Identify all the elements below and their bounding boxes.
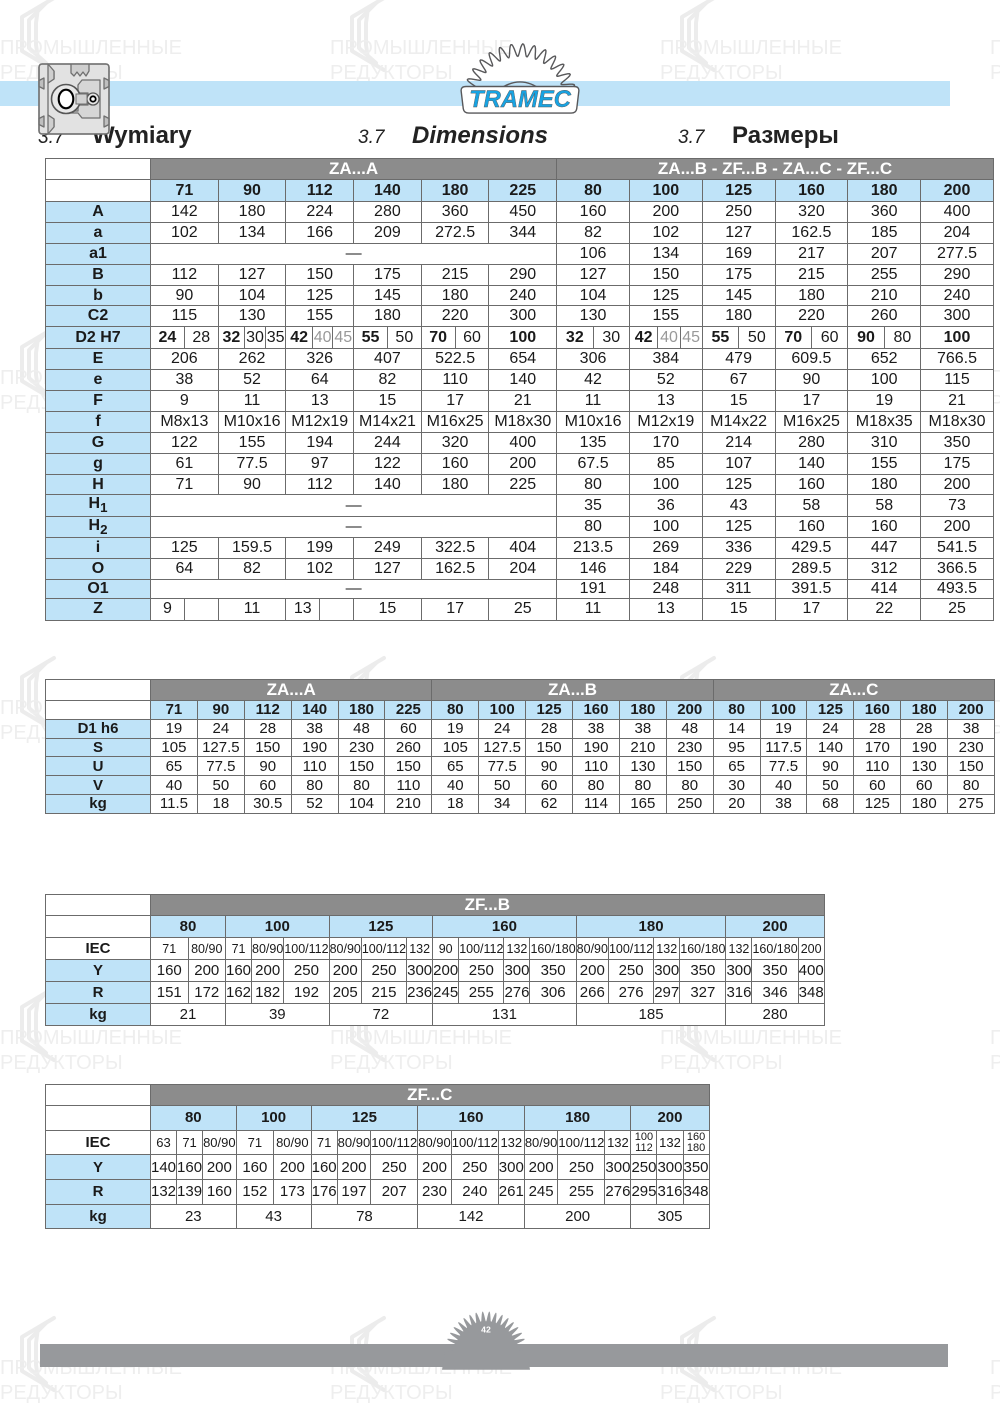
svg-text:42: 42 [481,1325,491,1335]
svg-text:TRAMEC: TRAMEC [469,86,572,113]
